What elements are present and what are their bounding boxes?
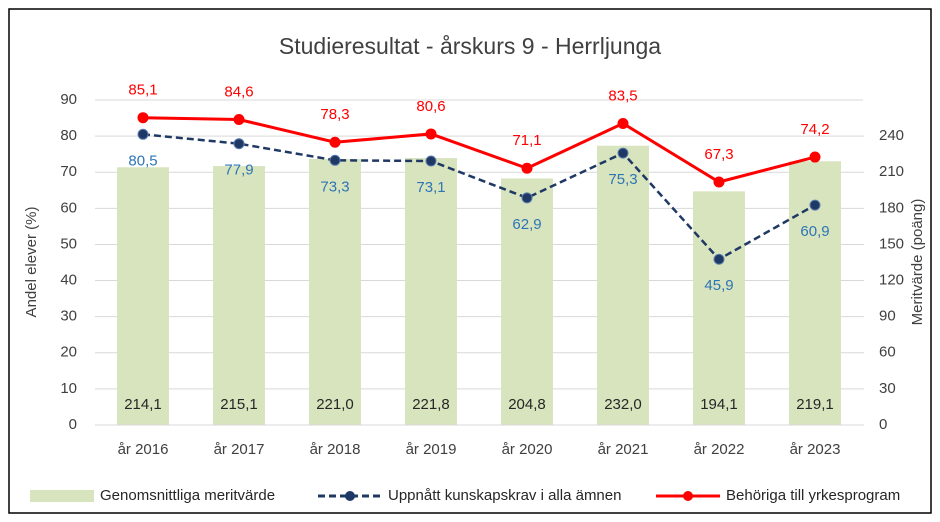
data-label: 84,6 — [224, 83, 253, 100]
marker — [137, 112, 149, 124]
legend-marker — [345, 491, 355, 501]
y2-axis-title: Meritvärde (poäng) — [909, 199, 926, 326]
bar — [309, 158, 361, 425]
data-label: 71,1 — [512, 132, 541, 149]
legend-marker — [683, 491, 693, 501]
marker — [713, 176, 725, 188]
y-tick-label: 10 — [60, 380, 77, 397]
data-label: 62,9 — [512, 216, 541, 233]
bar — [693, 191, 745, 425]
legend-label: Genomsnittliga meritvärde — [100, 487, 275, 504]
marker — [233, 114, 245, 125]
y2-tick-label: 90 — [879, 308, 896, 325]
y2-tick-label: 180 — [879, 199, 904, 216]
y-tick-label: 0 — [69, 416, 77, 433]
legend-label: Uppnått kunskapskrav i alla ämnen — [388, 487, 621, 504]
y-tick-label: 60 — [60, 199, 77, 216]
x-tick-label: år 2016 — [118, 441, 169, 458]
legend-label: Behöriga till yrkesprogram — [726, 487, 900, 504]
y-tick-label: 30 — [60, 308, 77, 325]
marker — [617, 147, 629, 159]
data-label: 194,1 — [700, 396, 738, 413]
bar — [501, 178, 553, 425]
marker — [809, 151, 821, 163]
data-label: 204,8 — [508, 396, 546, 413]
data-label: 214,1 — [124, 396, 162, 413]
data-label: 80,5 — [128, 152, 157, 169]
data-label: 232,0 — [604, 396, 642, 413]
data-label: 221,0 — [316, 396, 354, 413]
x-tick-label: år 2020 — [502, 441, 553, 458]
y-tick-label: 50 — [60, 235, 77, 252]
bar — [405, 158, 457, 425]
y2-tick-label: 0 — [879, 416, 887, 433]
y2-tick-label: 120 — [879, 272, 904, 289]
marker — [233, 138, 245, 150]
legend-swatch — [30, 490, 94, 502]
data-label: 78,3 — [320, 106, 349, 123]
x-tick-label: år 2018 — [310, 441, 361, 458]
x-tick-label: år 2019 — [406, 441, 457, 458]
bar — [213, 166, 265, 426]
y-tick-label: 80 — [60, 127, 77, 144]
data-label: 67,3 — [704, 146, 733, 163]
line — [142, 116, 816, 184]
marker — [425, 155, 437, 167]
marker — [521, 192, 533, 204]
x-tick-label: år 2022 — [694, 441, 745, 458]
data-label: 74,2 — [800, 121, 829, 138]
marker — [617, 117, 629, 129]
marker — [329, 154, 341, 166]
x-tick-label: år 2021 — [598, 441, 649, 458]
data-label: 73,1 — [416, 179, 445, 196]
marker — [425, 128, 437, 140]
data-label: 75,3 — [608, 171, 637, 188]
bar — [117, 167, 169, 425]
x-tick-label: år 2017 — [214, 441, 265, 458]
data-label: 83,5 — [608, 87, 637, 104]
y-axis-title: Andel elever (%) — [23, 207, 40, 318]
y2-tick-label: 210 — [879, 163, 904, 180]
data-label: 45,9 — [704, 277, 733, 294]
marker — [137, 128, 149, 140]
marker — [521, 162, 533, 174]
data-label: 60,9 — [800, 223, 829, 240]
x-tick-label: år 2023 — [790, 441, 841, 458]
data-label: 85,1 — [128, 82, 157, 99]
data-label: 80,6 — [416, 98, 445, 115]
bar — [597, 145, 649, 426]
data-label: 73,3 — [320, 178, 349, 195]
data-label: 215,1 — [220, 396, 258, 413]
data-label: 219,1 — [796, 396, 834, 413]
marker — [809, 199, 821, 211]
marker — [329, 136, 341, 148]
y-tick-label: 20 — [60, 344, 77, 361]
y-tick-label: 90 — [60, 91, 77, 108]
y2-tick-label: 30 — [879, 380, 896, 397]
line — [142, 133, 816, 261]
data-label: 221,8 — [412, 396, 450, 413]
marker — [713, 253, 725, 265]
y-tick-label: 70 — [60, 163, 77, 180]
y-tick-label: 40 — [60, 272, 77, 289]
y2-tick-label: 150 — [879, 235, 904, 252]
data-label: 77,9 — [224, 162, 253, 179]
y2-tick-label: 60 — [879, 344, 896, 361]
y2-tick-label: 240 — [879, 127, 904, 144]
chart-title: Studieresultat - årskurs 9 - Herrljunga — [279, 33, 661, 59]
